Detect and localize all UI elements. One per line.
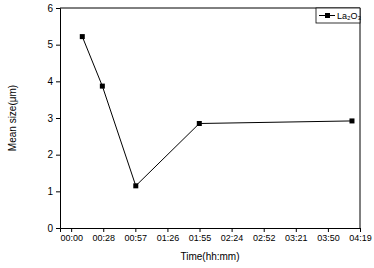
x-tick-mark	[232, 228, 233, 232]
marks	[80, 34, 355, 188]
x-tick-label: 01:55	[189, 233, 212, 243]
x-tick-mark	[167, 228, 168, 232]
x-tick-label: 03:21	[285, 233, 308, 243]
x-tick: 01:26	[157, 228, 180, 243]
marker	[197, 121, 202, 126]
x-tick: 01:55	[189, 228, 212, 243]
y-tick-label: 6	[47, 3, 53, 14]
x-tick: 03:50	[317, 228, 340, 243]
y-axis: 0 1 2 3 4 5 6	[47, 3, 60, 234]
frame	[60, 8, 360, 9]
y-axis-line	[56, 9, 61, 229]
y-tick-mark	[56, 118, 60, 119]
y-tick: 4	[47, 76, 60, 87]
frame	[360, 8, 361, 228]
legend: La₂O₃	[316, 8, 362, 23]
x-tick-label: 00:28	[92, 233, 115, 243]
y-tick: 5	[47, 39, 60, 50]
x-tick-label: 03:50	[317, 233, 340, 243]
x-tick: 03:21	[285, 228, 308, 243]
legend-marker	[325, 13, 330, 18]
x-tick-mark	[296, 228, 297, 232]
y-tick-mark	[56, 228, 60, 229]
x-axis: 00:00 00:28 00:57 01:26 01:55 02:24 02:52 03:21…	[60, 228, 371, 243]
legend-label: La₂O₃	[337, 11, 362, 21]
y-tick: 6	[47, 3, 60, 14]
y-tick-label: 1	[47, 186, 53, 197]
chart: 00:00 00:28 00:57 01:26 01:55 02:24 02:52 03:21…	[0, 0, 374, 268]
marker	[133, 183, 138, 188]
x-tick-mark	[200, 228, 201, 232]
x-axis-line	[61, 229, 361, 233]
x-tick-label: 01:26	[157, 233, 180, 243]
x-tick-mark	[135, 228, 136, 232]
y-tick: 0	[47, 223, 60, 234]
y-tick: 1	[47, 186, 60, 197]
x-tick-label: 00:00	[60, 233, 83, 243]
x-tick: 00:00	[60, 228, 83, 243]
y-tick-mark	[56, 45, 60, 46]
x-tick: 00:28	[92, 228, 115, 243]
x-tick: 00:57	[125, 228, 148, 243]
y-tick-mark	[56, 191, 60, 192]
x-tick-mark	[264, 228, 265, 232]
y-tick-mark	[56, 81, 60, 82]
line	[82, 37, 352, 186]
y-tick-label: 5	[47, 39, 53, 50]
marker	[80, 34, 85, 39]
x-tick: 02:24	[221, 228, 244, 243]
y-tick: 2	[47, 149, 60, 160]
marker	[100, 84, 105, 89]
x-tick-mark	[103, 228, 104, 232]
y-tick-label: 3	[47, 113, 53, 124]
y-tick-mark	[56, 155, 60, 156]
y-tick-mark	[56, 8, 60, 9]
y-tick: 3	[47, 113, 60, 124]
x-tick-mark	[360, 228, 361, 232]
x-tick-mark	[328, 228, 329, 232]
x-tick: 04:19	[349, 228, 372, 243]
y-tick-label: 4	[47, 76, 53, 87]
y-axis-title: Mean size(μm)	[7, 85, 18, 151]
marker	[349, 118, 354, 123]
y-tick-label: 2	[47, 149, 53, 160]
x-tick-mark	[71, 228, 72, 232]
y-tick-label: 0	[47, 223, 53, 234]
x-tick: 02:52	[253, 228, 276, 243]
x-tick-label: 02:24	[221, 233, 244, 243]
plot: 00:00 00:28 00:57 01:26 01:55 02:24 02:52 03:21…	[47, 3, 371, 244]
x-tick-label: 00:57	[125, 233, 148, 243]
x-tick-label: 02:52	[253, 233, 276, 243]
x-axis-title: Time(hh:mm)	[180, 251, 239, 262]
x-tick-label: 04:19	[349, 233, 372, 243]
